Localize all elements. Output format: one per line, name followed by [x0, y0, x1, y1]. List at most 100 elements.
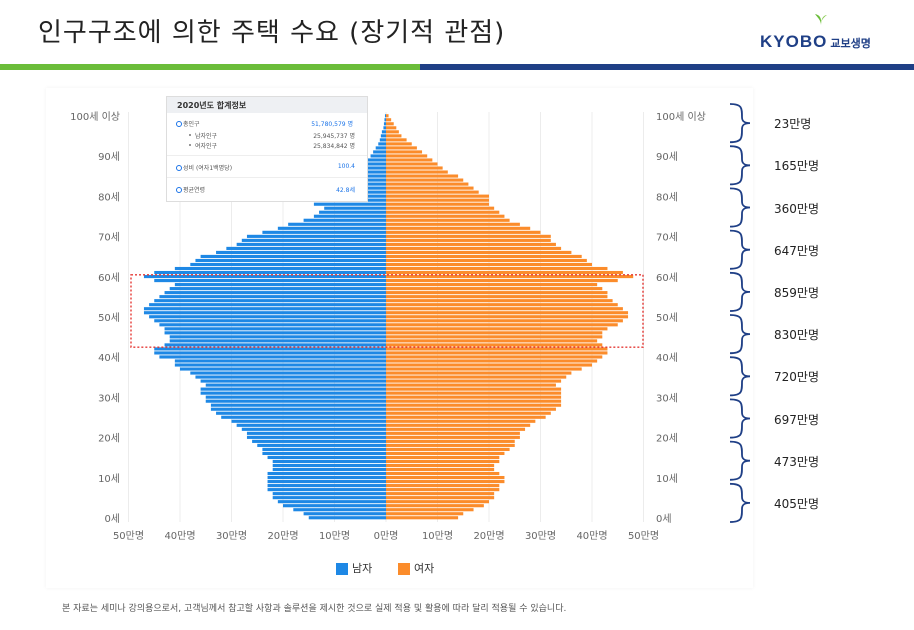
- bar-male: [174, 266, 386, 271]
- x-tick-label: 10만명: [422, 530, 453, 542]
- y-tick-label-right: 0세: [656, 513, 672, 525]
- bar-female: [386, 303, 618, 307]
- bar-male: [288, 222, 386, 226]
- bar-female: [386, 178, 464, 182]
- bar-male: [313, 214, 386, 218]
- bar-male: [210, 407, 386, 411]
- y-tick-label-left: 10세: [98, 473, 120, 485]
- bar-female: [386, 399, 562, 403]
- infobox-ratio-row: 성비 (여자1백명당) 100.4: [167, 163, 367, 173]
- brace-label: 720만명: [774, 370, 819, 385]
- bar-female: [386, 391, 562, 395]
- bar-female: [386, 459, 500, 464]
- x-tick-label: 40만명: [576, 530, 607, 542]
- bar-male: [262, 230, 386, 234]
- bar-female: [386, 138, 407, 142]
- bar-female: [386, 516, 459, 520]
- bar-male: [257, 443, 386, 447]
- logo-sub: 교보생명: [830, 38, 871, 50]
- bullet-icon: [176, 165, 182, 171]
- bar-female: [386, 323, 618, 327]
- bar-female: [386, 146, 417, 150]
- y-tick-label-left: 50세: [98, 312, 120, 324]
- x-tick-label: 20만명: [267, 530, 298, 542]
- bar-female: [386, 114, 389, 118]
- legend-female-label: 여자: [414, 562, 435, 575]
- brace-label: 473만명: [774, 454, 819, 469]
- bar-female: [386, 222, 520, 226]
- bar-male: [262, 451, 386, 456]
- bar-female: [386, 246, 562, 250]
- bar-male: [246, 431, 386, 435]
- bar-female: [386, 198, 489, 202]
- bar-male: [236, 423, 386, 427]
- bar-male: [379, 138, 386, 142]
- bar-female: [386, 274, 634, 279]
- female-value: 25,834,842 명: [313, 143, 355, 150]
- bar-female: [386, 403, 562, 407]
- bar-male: [216, 250, 386, 255]
- total-value: 51,780,579 명: [311, 121, 353, 128]
- bar-female: [386, 496, 495, 500]
- y-tick-label-left: 40세: [98, 352, 120, 364]
- bar-female: [386, 258, 587, 263]
- bar-male: [174, 363, 386, 367]
- bar-female: [386, 311, 629, 315]
- bar-female: [386, 471, 500, 476]
- bar-male: [378, 142, 386, 146]
- bar-male: [169, 287, 386, 291]
- bar-female: [386, 262, 592, 267]
- bar-male: [143, 274, 386, 279]
- bar-female: [386, 508, 474, 512]
- bar-male: [164, 291, 386, 295]
- brace-label: 360만명: [774, 201, 819, 216]
- bar-male: [383, 126, 386, 130]
- y-tick-label-left: 90세: [98, 151, 120, 163]
- bar-female: [386, 371, 572, 375]
- bar-female: [386, 407, 556, 411]
- bar-male: [303, 218, 386, 222]
- bar-female: [386, 423, 531, 427]
- bar-female: [386, 307, 623, 311]
- bar-female: [386, 295, 608, 299]
- infobox-male-row: 남자인구 25,945,737 명: [167, 131, 367, 141]
- bar-male: [381, 130, 386, 134]
- bar-female: [386, 182, 469, 186]
- bar-female: [386, 170, 448, 174]
- bar-female: [386, 480, 505, 484]
- bar-female: [386, 315, 629, 319]
- bar-male: [154, 347, 386, 351]
- bar-female: [386, 150, 423, 154]
- bar-male: [267, 484, 386, 488]
- bar-male: [200, 391, 386, 395]
- bar-female: [386, 443, 515, 447]
- slide-title: 인구구조에 의한 주택 수요 (장기적 관점): [38, 18, 506, 48]
- bar-male: [272, 467, 386, 472]
- summary-infobox: 2020년도 합계정보 총인구 51,780,579 명 남자인구 25,945…: [166, 96, 368, 202]
- bar-male: [200, 379, 386, 383]
- bar-female: [386, 455, 500, 460]
- y-tick-label-right: 60세: [656, 272, 678, 284]
- bullet-icon: [189, 134, 191, 136]
- bar-male: [159, 295, 386, 299]
- brace-label: 647만명: [774, 243, 819, 258]
- bar-female: [386, 415, 546, 419]
- bar-male: [267, 480, 386, 484]
- logo-text: KYOBO: [760, 32, 828, 51]
- y-tick-label-left: 80세: [98, 191, 120, 203]
- bullet-icon: [176, 187, 182, 193]
- bar-female: [386, 210, 500, 214]
- bar-male: [154, 279, 386, 283]
- bar-male: [365, 162, 386, 166]
- ratio-value: 100.4: [337, 163, 355, 170]
- bar-male: [190, 262, 386, 267]
- brace-label: 405만명: [774, 496, 819, 511]
- bar-male: [164, 343, 386, 347]
- bar-male: [149, 303, 386, 307]
- bar-male: [164, 327, 386, 331]
- bullet-icon: [189, 144, 191, 146]
- bar-male: [373, 150, 386, 154]
- bar-female: [386, 351, 608, 355]
- bar-male: [205, 383, 386, 387]
- legend-female: 여자: [398, 560, 434, 576]
